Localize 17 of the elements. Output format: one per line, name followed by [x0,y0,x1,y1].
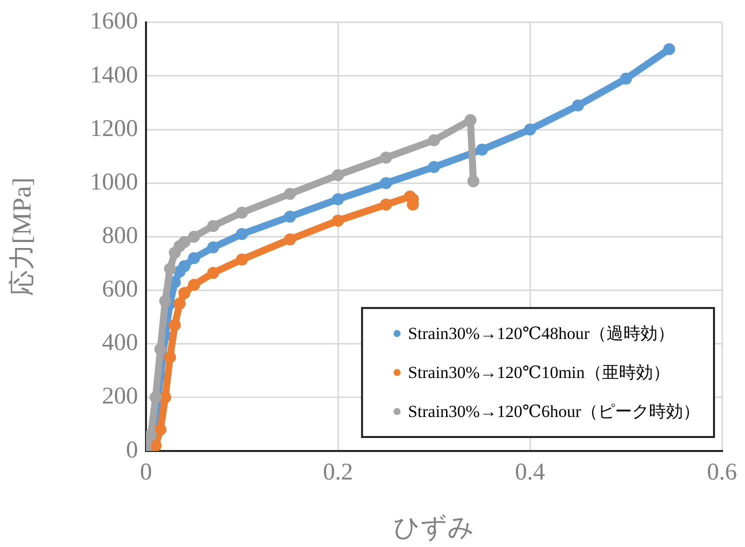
x-axis-title: ひずみ [394,513,474,542]
legend-label: Strain30%→120℃6hour（ピーク時効） [408,402,700,421]
y-tick-label: 1200 [90,116,138,142]
y-tick-label: 600 [102,276,138,303]
legend-label: Strain30%→120℃10min（亜時効） [408,362,670,382]
x-tick-label: 0.2 [323,460,353,486]
y-tick-label: 1400 [90,62,138,88]
x-tick-label: 0.6 [707,460,737,486]
legend-label: Strain30%→120℃48hour（過時効） [408,324,675,343]
y-tick-label: 1600 [90,8,138,35]
y-tick-label: 800 [102,222,138,249]
y-tick-label: 400 [102,330,138,356]
y-axis-title: 応力[MPa] [7,177,36,296]
y-tick-label: 0 [126,437,138,464]
y-tick-label: 1000 [90,169,138,196]
x-tick-label: 0.4 [515,460,545,486]
y-tick-label: 200 [102,384,138,410]
